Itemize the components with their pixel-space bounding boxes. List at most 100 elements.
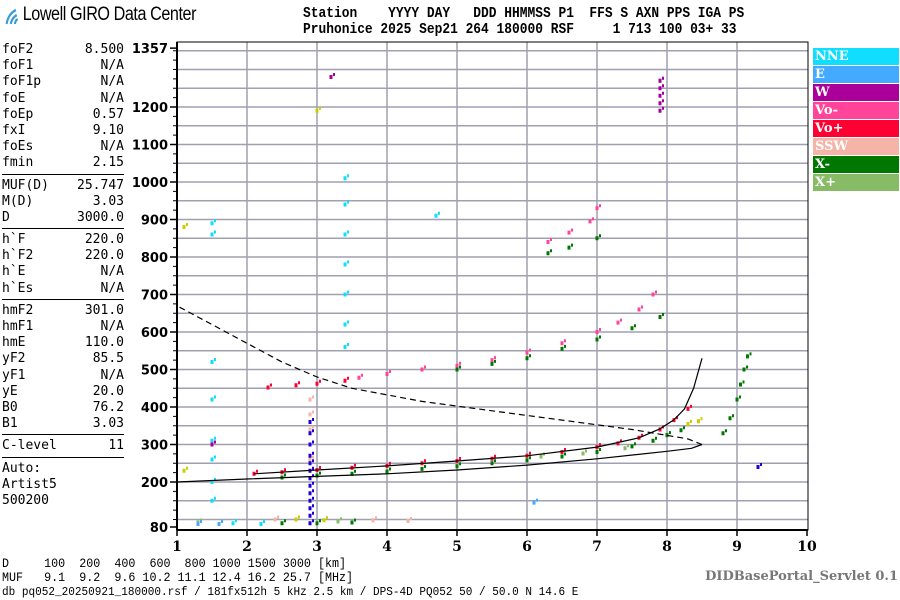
data-point xyxy=(640,433,643,437)
data-point xyxy=(626,444,629,448)
data-point xyxy=(255,469,258,473)
param-name: h`E xyxy=(2,264,26,280)
data-point xyxy=(210,442,214,447)
param-name: foEp xyxy=(2,106,34,122)
data-point xyxy=(458,365,461,369)
data-point xyxy=(294,517,298,522)
data-point xyxy=(315,521,319,526)
data-point xyxy=(311,459,314,463)
logo[interactable]: Lowell GIRO Data Center xyxy=(4,4,196,26)
data-point xyxy=(311,455,314,459)
data-point xyxy=(213,219,216,223)
data-point xyxy=(353,463,356,467)
data-point xyxy=(633,324,636,328)
data-point xyxy=(654,436,657,440)
data-point xyxy=(458,361,461,365)
data-point xyxy=(353,518,356,522)
data-point xyxy=(311,440,314,444)
data-point xyxy=(595,450,599,454)
data-point xyxy=(311,489,314,493)
data-point xyxy=(210,221,214,226)
data-point xyxy=(661,76,664,80)
data-point xyxy=(458,462,461,466)
data-point xyxy=(728,416,732,421)
param-name: B0 xyxy=(2,399,18,415)
data-point xyxy=(213,436,216,440)
data-point xyxy=(525,356,529,361)
data-point xyxy=(567,230,571,235)
data-point xyxy=(308,521,312,526)
x-tick-label: 3 xyxy=(312,539,322,555)
data-point xyxy=(371,518,375,523)
param-row: hmF2 301.0 xyxy=(2,303,124,319)
muf-row: MUF 9.1 9.2 9.6 10.2 11.1 12.4 16.2 25.7… xyxy=(2,570,354,585)
param-name: hmE xyxy=(2,335,26,351)
data-point xyxy=(311,474,314,478)
param-value: 301.0 xyxy=(84,302,124,318)
data-point xyxy=(388,467,391,471)
data-point xyxy=(385,469,389,474)
data-point xyxy=(623,446,627,451)
param-value: 20.0 xyxy=(92,383,124,399)
param-value: 11 xyxy=(108,438,124,454)
y-tick-label: 700 xyxy=(141,289,168,304)
data-point xyxy=(388,370,391,373)
data-point xyxy=(595,206,599,211)
data-point xyxy=(633,442,636,446)
data-point xyxy=(273,517,277,522)
x-tick-label: 8 xyxy=(662,539,672,555)
y-tick-label: 600 xyxy=(141,326,168,341)
data-point xyxy=(374,516,377,520)
data-point xyxy=(318,379,321,383)
data-point xyxy=(616,320,620,325)
x-tick-label: 7 xyxy=(592,539,602,555)
data-point xyxy=(437,211,440,215)
data-point xyxy=(308,442,312,447)
data-point xyxy=(525,350,529,355)
data-point xyxy=(598,448,601,451)
data-point xyxy=(213,440,216,444)
data-point xyxy=(210,232,214,237)
param-value: 25.747 xyxy=(77,177,124,193)
data-point xyxy=(619,439,622,443)
data-point xyxy=(546,240,550,244)
data-point xyxy=(724,429,727,433)
param-value: 3.03 xyxy=(92,416,124,432)
data-point xyxy=(315,108,319,113)
param-name: h`F xyxy=(2,232,26,248)
signal-waves-icon xyxy=(5,8,19,25)
data-point xyxy=(598,335,601,339)
data-point xyxy=(343,322,347,327)
data-point xyxy=(311,410,314,414)
header-values: Pruhonice 2025 Sep21 264 180000 RSF 1 71… xyxy=(303,21,737,38)
param-row: hmE 110.0 xyxy=(2,335,124,351)
data-point xyxy=(423,464,426,468)
param-value: N/A xyxy=(100,74,124,90)
data-point xyxy=(308,431,312,436)
param-value: 9.10 xyxy=(92,122,124,138)
data-point xyxy=(297,515,300,519)
data-point xyxy=(588,219,592,224)
data-point xyxy=(595,337,599,342)
y-tick-label: 500 xyxy=(141,364,168,379)
param-name: h`Es xyxy=(2,280,34,296)
data-point xyxy=(182,225,186,229)
param-value: N/A xyxy=(100,319,124,334)
data-point xyxy=(658,86,662,91)
data-point xyxy=(276,515,279,519)
data-point xyxy=(616,441,620,446)
param-row: fxI 9.10 xyxy=(2,123,124,139)
data-point xyxy=(210,397,214,402)
data-point xyxy=(213,358,216,361)
file-info: db pq052_20250921_180000.rsf / 181fx512h… xyxy=(2,585,579,599)
param-name: D xyxy=(2,209,10,225)
data-point xyxy=(455,464,459,469)
data-point xyxy=(220,520,223,523)
data-point xyxy=(210,498,214,503)
data-point xyxy=(346,260,349,264)
legend-item: X+ xyxy=(813,174,899,191)
y-tick-label: 80 xyxy=(150,521,168,536)
param-row: foEs N/A xyxy=(2,139,124,155)
data-point xyxy=(570,228,573,232)
data-point xyxy=(598,204,601,208)
